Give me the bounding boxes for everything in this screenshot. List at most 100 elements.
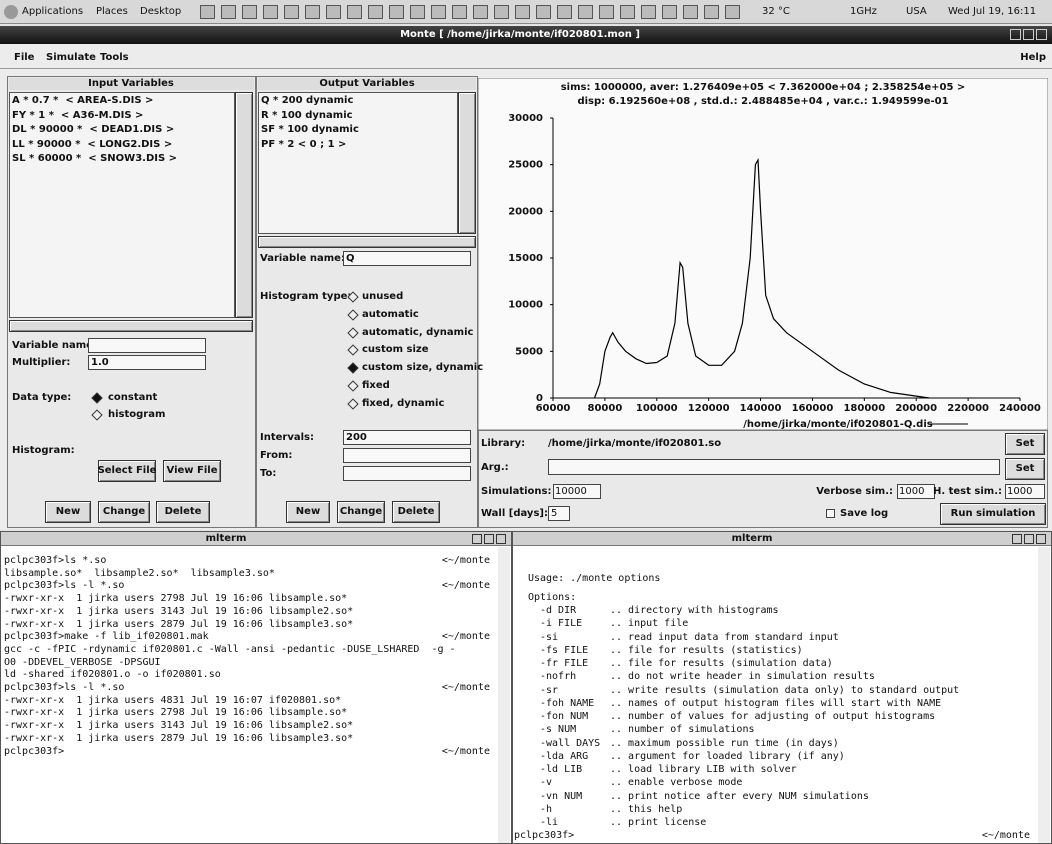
v-scrollbar[interactable]	[458, 92, 476, 234]
h-scrollbar[interactable]	[9, 320, 253, 332]
launcher-icon[interactable]	[200, 5, 215, 19]
field-label: Library:	[481, 438, 525, 450]
window-control[interactable]	[484, 534, 494, 544]
to-input[interactable]	[343, 466, 471, 481]
radio-label[interactable]: automatic	[362, 309, 419, 321]
launcher-icon[interactable]	[221, 5, 236, 19]
launcher-icon[interactable]	[620, 5, 635, 19]
launcher-icon[interactable]	[452, 5, 467, 19]
radio-label[interactable]: fixed, dynamic	[362, 398, 444, 410]
launcher-icon[interactable]	[494, 5, 509, 19]
v-scrollbar[interactable]	[235, 92, 253, 318]
menu-item[interactable]: Tools	[100, 52, 129, 64]
option-flag: -d DIR	[540, 605, 576, 617]
option-description: .. write results (simulation data only) …	[610, 685, 959, 697]
option-description: .. number of simulations	[610, 724, 755, 736]
launcher-icon[interactable]	[410, 5, 425, 19]
save-log-checkbox[interactable]	[826, 509, 835, 518]
radio-label[interactable]: automatic, dynamic	[362, 327, 473, 339]
field-label: Intervals:	[260, 432, 314, 444]
window-control[interactable]	[1036, 534, 1046, 544]
launcher-icon[interactable]	[242, 5, 257, 19]
input-value: 1000	[1007, 486, 1032, 498]
launcher-icon[interactable]	[389, 5, 404, 19]
checkbox-label[interactable]: Save log	[840, 508, 888, 520]
input-value: 1000	[899, 486, 924, 498]
window-control[interactable]	[1024, 534, 1034, 544]
radio-label[interactable]: custom size, dynamic	[362, 362, 483, 374]
list-item[interactable]: SF * 100 dynamic	[261, 124, 359, 136]
list-item[interactable]: SL * 60000 * < SNOW3.DIS >	[12, 153, 177, 165]
launcher-icon[interactable]	[704, 5, 719, 19]
field-label: Verbose sim.:	[816, 486, 893, 498]
window-control[interactable]	[1010, 29, 1021, 40]
launcher-icon[interactable]	[683, 5, 698, 19]
list-item[interactable]: A * 0.7 * < AREA-S.DIS >	[12, 95, 153, 107]
input-value: 1.0	[91, 357, 109, 369]
window-control[interactable]	[1012, 534, 1022, 544]
list-item[interactable]: Q * 200 dynamic	[261, 95, 353, 107]
option-flag: -v	[540, 777, 552, 789]
field-label: Multiplier:	[12, 357, 70, 369]
x-tick-label: 240000	[999, 403, 1041, 414]
h-scrollbar[interactable]	[258, 236, 476, 248]
menu-help[interactable]: Help	[1020, 52, 1046, 64]
terminal-prompt: pclpc303f>	[514, 830, 574, 842]
option-description: .. maximum possible run time (in days)	[610, 738, 839, 750]
panel-menu[interactable]: Desktop	[140, 6, 181, 18]
option-description: .. this help	[610, 804, 682, 816]
launcher-icon[interactable]	[284, 5, 299, 19]
list-item[interactable]: DL * 90000 * < DEAD1.DIS >	[12, 124, 174, 136]
window-control[interactable]	[496, 534, 506, 544]
terminal-line: pclpc303f>	[4, 746, 64, 758]
panel-menu[interactable]: Applications	[22, 6, 83, 18]
y-tick-label: 15000	[508, 253, 543, 264]
launcher-icon[interactable]	[431, 5, 446, 19]
launcher-icon[interactable]	[641, 5, 656, 19]
field-label: Variable name:	[260, 253, 345, 265]
list-item[interactable]: R * 100 dynamic	[261, 110, 353, 122]
input-value: 5	[551, 508, 557, 520]
y-tick-label: 5000	[515, 346, 543, 357]
launcher-icon[interactable]	[599, 5, 614, 19]
list-item[interactable]: FY * 1 * < A36-M.DIS >	[12, 110, 143, 122]
radio-label[interactable]: unused	[362, 291, 403, 303]
window-control[interactable]	[1023, 29, 1034, 40]
radio-label[interactable]: constant	[108, 392, 157, 404]
launcher-icon[interactable]	[725, 5, 740, 19]
list-item[interactable]: LL * 90000 * < LONG2.DIS >	[12, 139, 172, 151]
radio-label[interactable]: custom size	[362, 344, 429, 356]
launcher-icon[interactable]	[662, 5, 677, 19]
option-flag: -vn NUM	[540, 791, 582, 803]
launcher-icon[interactable]	[263, 5, 278, 19]
window-control[interactable]	[472, 534, 482, 544]
library-path: /home/jirka/monte/if020801.so	[548, 438, 721, 450]
field-label: Data type:	[12, 392, 71, 404]
variable-name-input[interactable]	[88, 338, 206, 353]
panel-title: Output Variables	[319, 78, 414, 90]
menu-item[interactable]: Simulate	[46, 52, 96, 64]
panel-status: Wed Jul 19, 16:11	[948, 6, 1036, 18]
window-control[interactable]	[1036, 29, 1047, 40]
launcher-icon[interactable]	[305, 5, 320, 19]
launcher-icon[interactable]	[515, 5, 530, 19]
launcher-icon[interactable]	[473, 5, 488, 19]
launcher-icon[interactable]	[557, 5, 572, 19]
variable-name-input[interactable]	[343, 251, 471, 266]
arg-input[interactable]	[548, 459, 1000, 475]
radio-label[interactable]: fixed	[362, 380, 390, 392]
panel-status: 32 °C	[762, 6, 790, 18]
launcher-icon[interactable]	[347, 5, 362, 19]
launcher-icon[interactable]	[578, 5, 593, 19]
radio-label[interactable]: histogram	[108, 409, 165, 421]
from-input[interactable]	[343, 448, 471, 463]
field-label: H. test sim.:	[933, 486, 1002, 498]
field-label: Variable name:	[12, 340, 97, 352]
list-item[interactable]: PF * 2 < 0 ; 1 >	[261, 139, 346, 151]
option-flag: -li	[540, 817, 558, 829]
launcher-icon[interactable]	[368, 5, 383, 19]
panel-menu[interactable]: Places	[96, 6, 128, 18]
launcher-icon[interactable]	[326, 5, 341, 19]
menu-item[interactable]: File	[14, 52, 34, 64]
launcher-icon[interactable]	[536, 5, 551, 19]
